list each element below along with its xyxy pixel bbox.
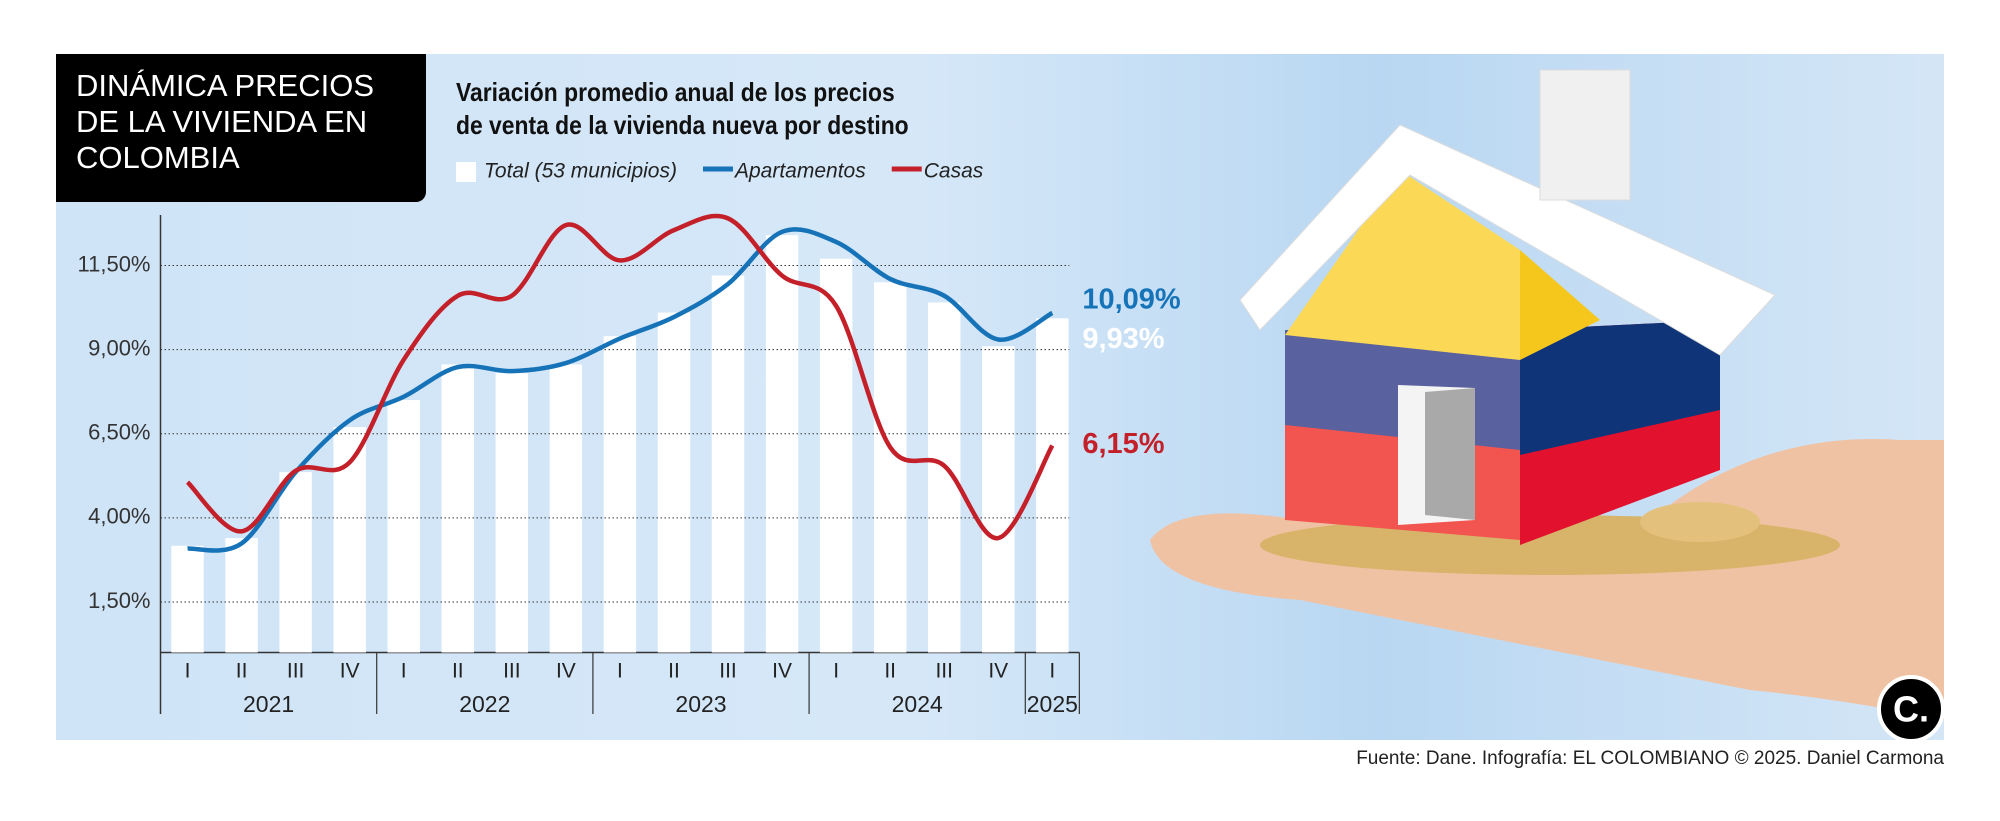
year-label: 2022 bbox=[459, 691, 510, 717]
bar bbox=[549, 364, 583, 653]
bar bbox=[441, 364, 474, 653]
bar bbox=[603, 336, 637, 653]
y-tick-label: 6,50% bbox=[88, 420, 150, 445]
bar bbox=[171, 545, 204, 653]
title: DINÁMICA PRECIOS DE LA VIVIENDA EN COLOM… bbox=[76, 68, 374, 175]
x-tick-label: III bbox=[935, 660, 953, 683]
x-tick-label: IV bbox=[772, 660, 792, 683]
bar bbox=[765, 235, 799, 653]
bar bbox=[1036, 318, 1069, 653]
year-label: 2025 bbox=[1027, 691, 1078, 717]
title-box: DINÁMICA PRECIOS DE LA VIVIENDA EN COLOM… bbox=[56, 54, 426, 202]
svg-text:C.: C. bbox=[1893, 689, 1929, 730]
x-tick-label: III bbox=[287, 660, 305, 683]
legend-label: Total (53 municipios) bbox=[484, 160, 677, 183]
y-tick-label: 1,50% bbox=[88, 588, 150, 613]
bar bbox=[819, 258, 853, 653]
year-label: 2021 bbox=[243, 691, 294, 717]
legend-swatch bbox=[456, 162, 476, 182]
x-tick-label: III bbox=[503, 660, 521, 683]
x-tick-label: II bbox=[668, 660, 680, 683]
bar bbox=[279, 472, 312, 653]
bar bbox=[711, 275, 745, 653]
x-tick-label: I bbox=[617, 660, 623, 683]
value-label: 9,93% bbox=[1082, 323, 1164, 355]
x-tick-label: IV bbox=[988, 660, 1008, 683]
line bbox=[187, 227, 1054, 553]
x-tick-label: I bbox=[401, 660, 407, 683]
year-label: 2024 bbox=[892, 691, 943, 717]
x-tick-label: IV bbox=[340, 660, 360, 683]
bar bbox=[657, 312, 691, 653]
y-tick-label: 9,00% bbox=[88, 335, 150, 360]
bar bbox=[387, 400, 420, 653]
chart-title: Variación promedio anual de los precios … bbox=[456, 77, 909, 140]
legend-label: Casas bbox=[924, 160, 984, 183]
bar bbox=[495, 373, 529, 653]
value-label: 10,09% bbox=[1082, 284, 1181, 316]
bar bbox=[873, 282, 907, 653]
x-tick-label: II bbox=[884, 660, 896, 683]
y-tick-label: 4,00% bbox=[88, 504, 150, 529]
x-tick-label: III bbox=[719, 660, 737, 683]
bar bbox=[982, 346, 1015, 653]
x-tick-label: II bbox=[236, 660, 248, 683]
legend-label: Apartamentos bbox=[733, 160, 866, 183]
bar bbox=[225, 538, 258, 653]
x-tick-label: II bbox=[452, 660, 464, 683]
y-tick-label: 11,50% bbox=[78, 251, 151, 276]
line bbox=[185, 213, 1055, 541]
x-tick-label: I bbox=[1049, 660, 1055, 683]
value-label: 6,15% bbox=[1082, 428, 1164, 460]
x-tick-label: IV bbox=[556, 660, 576, 683]
year-label: 2023 bbox=[675, 691, 726, 717]
source: Fuente: Dane. Infografía: EL COLOMBIANO … bbox=[1356, 748, 1944, 769]
illustration: C. bbox=[1150, 69, 1945, 743]
x-tick-label: I bbox=[833, 660, 839, 683]
x-tick-label: I bbox=[185, 660, 191, 683]
